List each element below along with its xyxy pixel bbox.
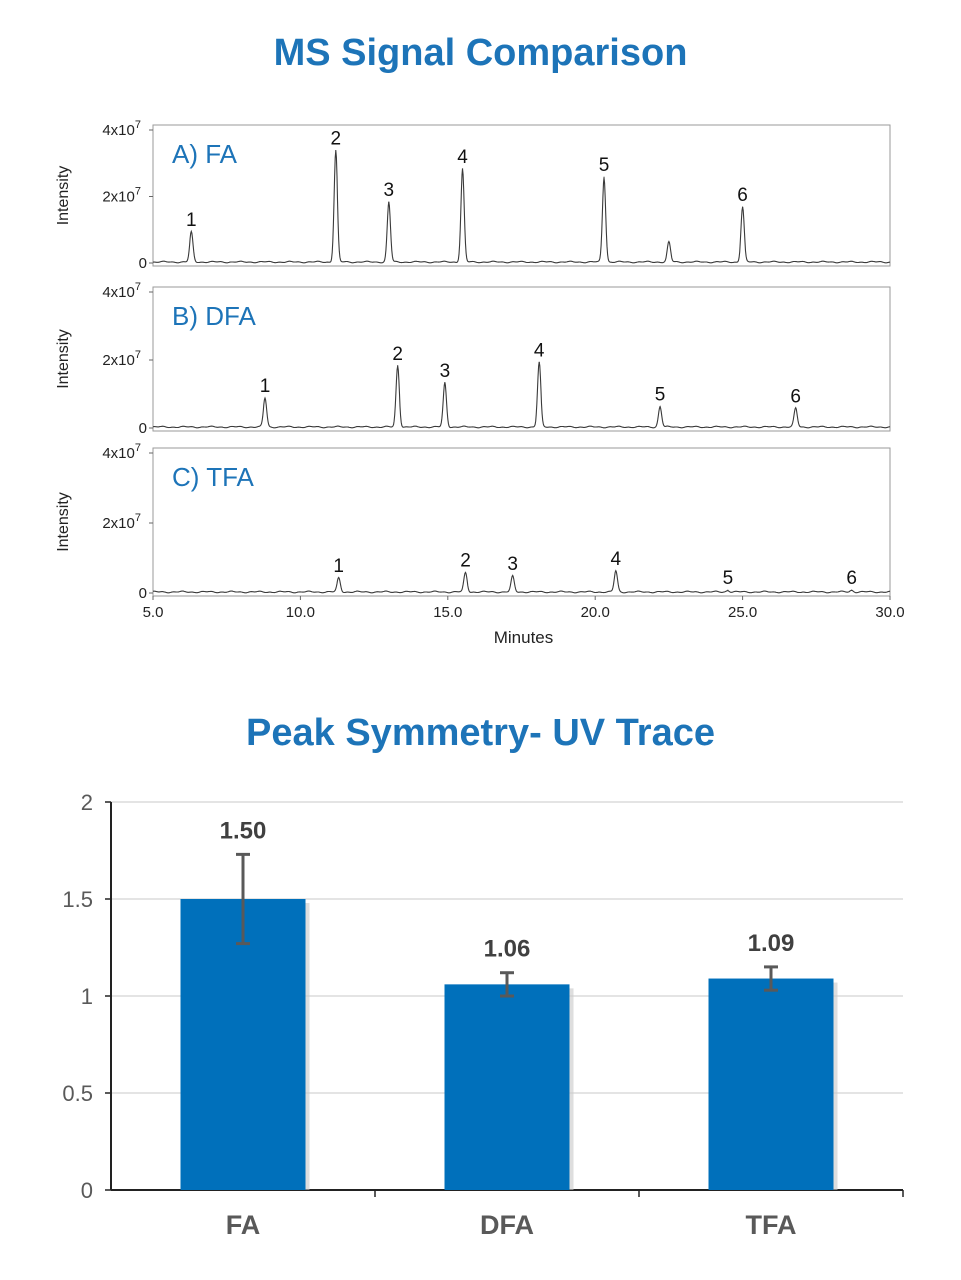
y-tick-label: 4x107 (102, 442, 141, 462)
y-tick-label: 1 (81, 984, 93, 1009)
peak-6-label: 6 (737, 185, 748, 206)
value-label-dfa: 1.06 (484, 936, 531, 963)
x-tick-label: 30.0 (875, 604, 904, 621)
y-tick-label: 4x107 (102, 119, 141, 139)
peak-5-label: 5 (655, 385, 666, 406)
y-tick-label: 2x107 (102, 512, 141, 532)
peak-3-label: 3 (440, 361, 451, 382)
category-label-dfa: DFA (480, 1210, 534, 1240)
ms-panel-label: A) FA (172, 139, 238, 169)
y-axis-label: Intensity (55, 492, 72, 552)
peak-5-label: 5 (723, 568, 734, 589)
peak-2-label: 2 (392, 344, 403, 365)
ms-chart-title: MS Signal Comparison (273, 32, 688, 74)
peak-2-point (335, 150, 337, 152)
x-tick-label: 25.0 (728, 604, 757, 621)
bar-dfa (444, 984, 570, 1190)
peak-1-label: 1 (333, 556, 344, 577)
bar-fa (180, 899, 306, 1190)
value-label-tfa: 1.09 (748, 930, 795, 957)
bar-plot-area: 0 0.5 1 1.5 2 1.50 FA 1.06 DFA 1.09 TFA (62, 790, 904, 1240)
peak-6-point (742, 206, 744, 208)
ms-panel-label: C) TFA (172, 462, 255, 492)
ms-trace-line (152, 150, 891, 264)
ms-panel-2: B) DFA 0 2x107 4x107 Intensity 1 2 3 4 5 6 (55, 281, 891, 437)
bar-shadow (712, 982, 838, 1190)
peak-2-label: 2 (330, 129, 341, 150)
peak-3-label: 3 (507, 554, 518, 575)
bar-chart-title: Peak Symmetry- UV Trace (246, 712, 715, 754)
y-tick-label: 0.5 (62, 1081, 93, 1106)
x-tick-label: 5.0 (143, 604, 164, 621)
peak-3-point (512, 575, 514, 577)
y-tick-label: 1.5 (62, 887, 93, 912)
peak-4-label: 4 (611, 549, 622, 570)
peak-6-point (851, 589, 853, 591)
bar-shadow (448, 988, 574, 1190)
category-label-tfa: TFA (746, 1210, 797, 1240)
ms-panel-3: C) TFA 0 2x107 4x107 Intensity 1 2 3 4 5 6 5.0 10.0 1… (55, 442, 905, 647)
peak-5-point (659, 405, 661, 408)
y-tick-label: 2x107 (102, 349, 141, 369)
x-axis-label: Minutes (494, 628, 554, 647)
peak-1-point (264, 397, 266, 399)
x-tick-label: 10.0 (286, 604, 315, 621)
ms-trace-line (152, 361, 891, 429)
ms-panel-frame (152, 447, 891, 597)
peak-5-label: 5 (599, 155, 610, 176)
peak-5-point (603, 176, 605, 178)
peak-6-point (795, 407, 797, 409)
y-tick-label: 0 (139, 255, 147, 272)
peak-2-point (464, 572, 467, 574)
peak-4-point (461, 168, 464, 170)
peak-2-label: 2 (460, 551, 471, 572)
ms-chromatogram-chart: A) FA 0 2x107 4x107 Intensity 1 2 3 4 5 6 B) DFA 0 2x… (55, 119, 905, 647)
y-axis-label: Intensity (55, 166, 72, 226)
y-tick-label: 2x107 (102, 186, 141, 206)
peak-4-label: 4 (534, 340, 545, 361)
peak-3-point (388, 201, 390, 203)
y-tick-label: 4x107 (102, 281, 141, 301)
y-axis-label: Intensity (55, 329, 72, 389)
peak-3-point (444, 382, 446, 384)
peak-6-label: 6 (790, 386, 801, 407)
ms-panel-1: A) FA 0 2x107 4x107 Intensity 1 2 3 4 5 6 (55, 119, 891, 272)
peak-1-point (190, 231, 192, 233)
peak-6-label: 6 (846, 568, 857, 589)
y-tick-label: 0 (139, 420, 147, 437)
ms-panel-frame (152, 286, 891, 432)
peak-2-point (397, 365, 399, 367)
peak-1-label: 1 (260, 376, 271, 397)
y-tick-label: 0 (81, 1178, 93, 1203)
value-label-fa: 1.50 (220, 817, 267, 844)
ms-trace-line (153, 569, 891, 594)
category-label-fa: FA (226, 1210, 261, 1240)
peak-5-point (727, 589, 729, 591)
x-tick-label: 15.0 (433, 604, 462, 621)
peak-4-point (615, 570, 617, 572)
y-tick-label: 0 (139, 585, 147, 602)
ms-panel-label: B) DFA (172, 301, 256, 331)
peak-1-point (338, 577, 340, 579)
ms-panel-frame (152, 124, 891, 267)
peak-minor-point (668, 241, 670, 243)
peak-3-label: 3 (384, 180, 395, 201)
peak-4-label: 4 (457, 147, 468, 168)
peak-4-point (538, 361, 540, 363)
y-tick-label: 2 (81, 790, 93, 815)
peak-1-label: 1 (186, 210, 197, 231)
x-tick-label: 20.0 (581, 604, 610, 621)
bar-shadow (184, 903, 310, 1190)
bar-tfa (708, 978, 834, 1190)
